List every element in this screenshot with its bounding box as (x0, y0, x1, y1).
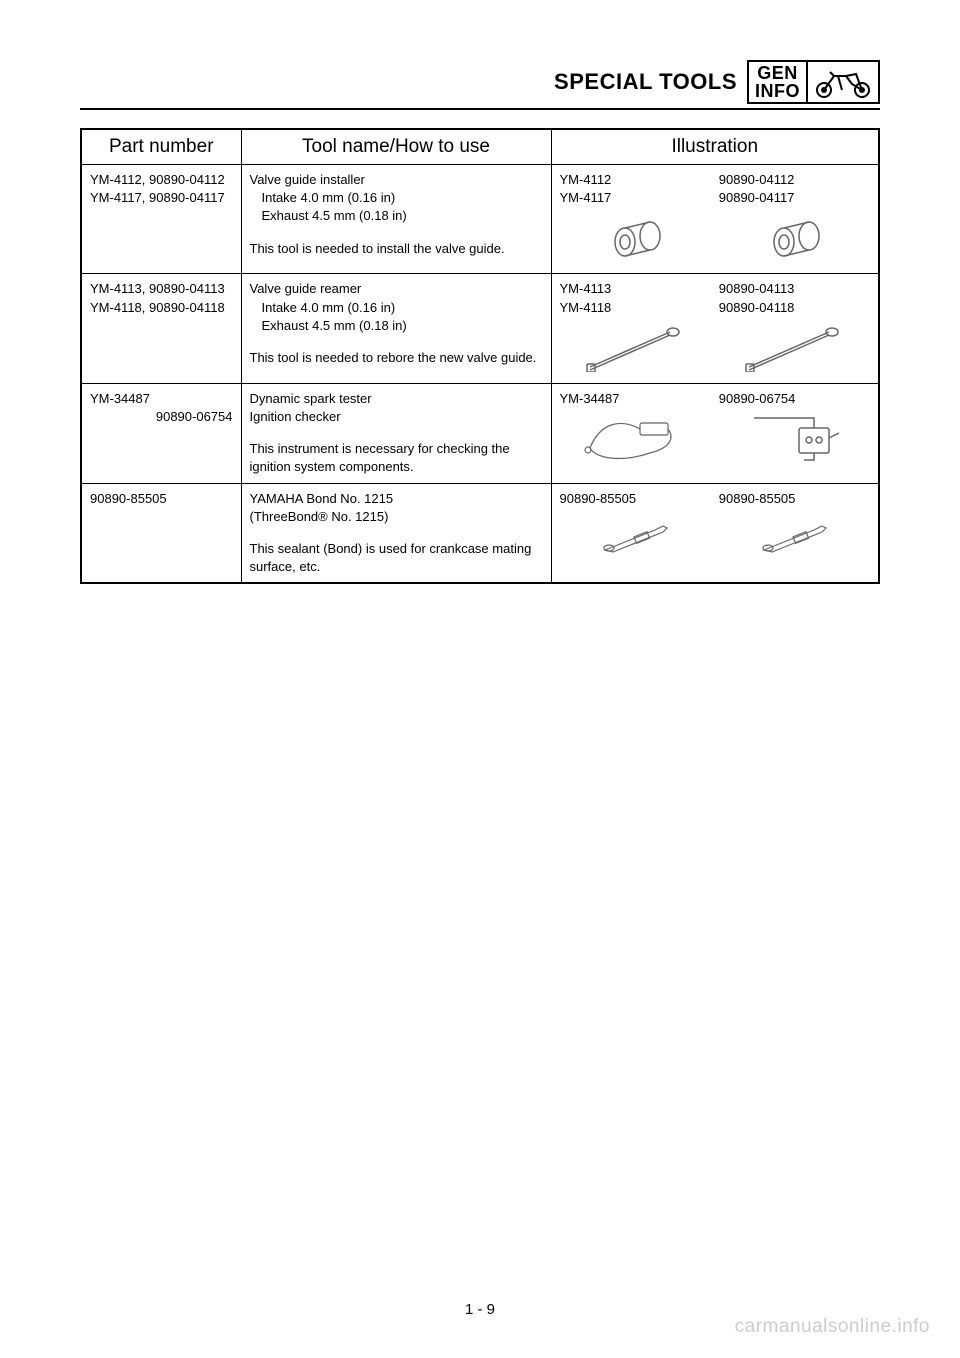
tool-name: Valve guide reamer (250, 280, 543, 298)
tool-spec: Ignition checker (250, 408, 543, 426)
cell-tool: YAMAHA Bond No. 1215 (ThreeBond® No. 121… (241, 483, 551, 583)
illus-label: 90890-85505 (719, 490, 870, 508)
tool-spec: Exhaust 4.5 mm (0.18 in) (250, 317, 543, 335)
table-row: YM-4113, 90890-04113 YM-4118, 90890-0411… (81, 274, 879, 383)
tools-table: Part number Tool name/How to use Illustr… (80, 128, 880, 584)
manual-page: SPECIAL TOOLS GEN INFO (0, 0, 960, 1358)
illus-label: 90890-85505 (560, 490, 711, 508)
col-header-illus: Illustration (551, 129, 879, 165)
cell-illustration: YM-4112 YM-4117 (551, 165, 879, 274)
part-line: 90890-85505 (90, 490, 233, 508)
cell-tool: Valve guide reamer Intake 4.0 mm (0.16 i… (241, 274, 551, 383)
cell-part: YM-4113, 90890-04113 YM-4118, 90890-0411… (81, 274, 241, 383)
info-block-text: GEN INFO (749, 62, 808, 102)
illus-label: YM-4117 (560, 189, 711, 207)
cell-tool: Valve guide installer Intake 4.0 mm (0.1… (241, 165, 551, 274)
part-line: YM-4112, 90890-04112 (90, 171, 233, 189)
part-line: YM-34487 (90, 390, 233, 408)
motorcycle-icon (808, 62, 878, 102)
tool-desc: This tool is needed to install the valve… (250, 240, 543, 258)
reamer-icon (719, 317, 870, 377)
valve-guide-installer-icon (719, 207, 870, 267)
info-block: GEN INFO (747, 60, 880, 104)
illus-label: 90890-04117 (719, 189, 870, 207)
tool-desc: This instrument is necessary for checkin… (250, 440, 543, 476)
ignition-checker-icon (719, 408, 870, 468)
tool-desc: This tool is needed to rebore the new va… (250, 349, 543, 367)
spark-tester-icon (560, 408, 711, 468)
reamer-icon (560, 317, 711, 377)
part-line: YM-4113, 90890-04113 (90, 280, 233, 298)
cell-tool: Dynamic spark tester Ignition checker Th… (241, 383, 551, 483)
table-header-row: Part number Tool name/How to use Illustr… (81, 129, 879, 165)
bond-tube-icon (560, 508, 711, 568)
cell-illustration: YM-34487 (551, 383, 879, 483)
tool-spec: (ThreeBond® No. 1215) (250, 508, 543, 526)
illus-label: 90890-04113 (719, 280, 870, 298)
section-title: SPECIAL TOOLS (554, 69, 737, 95)
table-row: YM-4112, 90890-04112 YM-4117, 90890-0411… (81, 165, 879, 274)
illus-label: YM-34487 (560, 390, 711, 408)
bond-tube-icon (719, 508, 870, 568)
tool-spec: Intake 4.0 mm (0.16 in) (250, 189, 543, 207)
info-line-2: INFO (755, 82, 800, 100)
illus-label: 90890-04112 (719, 171, 870, 189)
part-line: 90890-06754 (90, 408, 233, 426)
cell-illustration: 90890-85505 (551, 483, 879, 583)
illus-label: 90890-04118 (719, 299, 870, 317)
table-row: YM-34487 90890-06754 Dynamic spark teste… (81, 383, 879, 483)
cell-illustration: YM-4113 YM-4118 (551, 274, 879, 383)
watermark: carmanualsonline.info (735, 1316, 930, 1338)
illus-label: YM-4113 (560, 280, 711, 298)
tool-spec: Intake 4.0 mm (0.16 in) (250, 299, 543, 317)
info-line-1: GEN (757, 64, 798, 82)
tool-desc: This sealant (Bond) is used for crankcas… (250, 540, 543, 576)
page-header: SPECIAL TOOLS GEN INFO (80, 60, 880, 110)
page-number: 1 - 9 (465, 1301, 495, 1318)
valve-guide-installer-icon (560, 207, 711, 267)
col-header-part: Part number (81, 129, 241, 165)
cell-part: YM-4112, 90890-04112 YM-4117, 90890-0411… (81, 165, 241, 274)
tool-name: Valve guide installer (250, 171, 543, 189)
illus-label: YM-4112 (560, 171, 711, 189)
tool-spec: Exhaust 4.5 mm (0.18 in) (250, 207, 543, 225)
illus-label: YM-4118 (560, 299, 711, 317)
illus-label: 90890-06754 (719, 390, 870, 408)
col-header-tool: Tool name/How to use (241, 129, 551, 165)
cell-part: 90890-85505 (81, 483, 241, 583)
table-row: 90890-85505 YAMAHA Bond No. 1215 (ThreeB… (81, 483, 879, 583)
tool-name: Dynamic spark tester (250, 390, 543, 408)
cell-part: YM-34487 90890-06754 (81, 383, 241, 483)
part-line: YM-4117, 90890-04117 (90, 189, 233, 207)
part-line: YM-4118, 90890-04118 (90, 299, 233, 317)
tool-name: YAMAHA Bond No. 1215 (250, 490, 543, 508)
